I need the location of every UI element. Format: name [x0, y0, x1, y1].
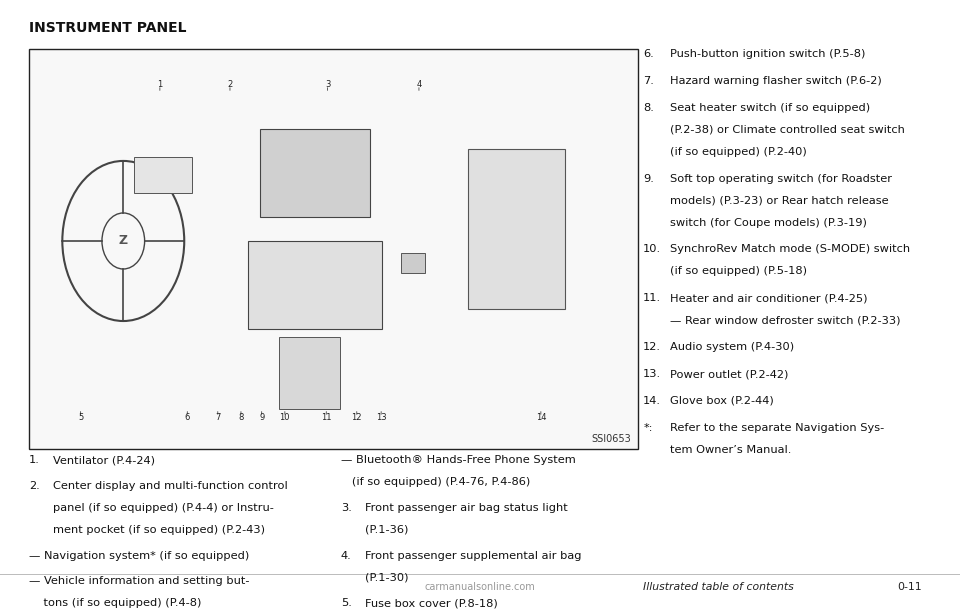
Text: 1.: 1. [29, 455, 39, 465]
Text: 12: 12 [351, 412, 362, 422]
Bar [134, 156, 192, 193]
Text: 10.: 10. [643, 244, 661, 254]
Text: ment pocket (if so equipped) (P.2-43): ment pocket (if so equipped) (P.2-43) [53, 525, 265, 535]
Text: 12.: 12. [643, 342, 661, 352]
Text: 11.: 11. [643, 293, 661, 303]
Text: 9: 9 [259, 412, 264, 422]
Text: (if so equipped) (P.5-18): (if so equipped) (P.5-18) [670, 266, 807, 276]
Text: Refer to the separate Navigation Sys-: Refer to the separate Navigation Sys- [670, 423, 884, 433]
Text: — Vehicle information and setting but-: — Vehicle information and setting but- [29, 576, 250, 586]
Text: Power outlet (P.2-42): Power outlet (P.2-42) [670, 369, 788, 379]
Text: 14.: 14. [643, 396, 661, 406]
Text: 3.: 3. [341, 503, 351, 513]
Text: — Rear window defroster switch (P.2-33): — Rear window defroster switch (P.2-33) [670, 315, 900, 325]
Text: 1: 1 [157, 81, 162, 89]
Text: Illustrated table of contents: Illustrated table of contents [643, 582, 794, 591]
Text: carmanualsonline.com: carmanualsonline.com [424, 582, 536, 591]
Text: 6.: 6. [643, 49, 654, 59]
Text: 2: 2 [228, 81, 232, 89]
Bar [468, 149, 565, 309]
Text: 5.: 5. [341, 598, 351, 608]
Text: Fuse box cover (P.8-18): Fuse box cover (P.8-18) [365, 598, 497, 608]
Text: 6: 6 [184, 412, 190, 422]
Text: 13: 13 [375, 412, 387, 422]
Text: panel (if so equipped) (P.4-4) or Instru-: panel (if so equipped) (P.4-4) or Instru… [53, 503, 274, 513]
Text: Z: Z [119, 235, 128, 247]
Text: (P.1-36): (P.1-36) [365, 525, 408, 535]
Text: Seat heater switch (if so equipped): Seat heater switch (if so equipped) [670, 103, 870, 112]
Text: Ventilator (P.4-24): Ventilator (P.4-24) [53, 455, 155, 465]
Text: 2.: 2. [29, 481, 39, 491]
Text: models) (P.3-23) or Rear hatch release: models) (P.3-23) or Rear hatch release [670, 196, 889, 205]
Text: Push-button ignition switch (P.5-8): Push-button ignition switch (P.5-8) [670, 49, 866, 59]
Text: (if so equipped) (P.2-40): (if so equipped) (P.2-40) [670, 147, 806, 156]
Text: 8: 8 [238, 412, 244, 422]
Text: — Navigation system* (if so equipped): — Navigation system* (if so equipped) [29, 551, 249, 560]
Text: INSTRUMENT PANEL: INSTRUMENT PANEL [29, 21, 186, 35]
Text: 11: 11 [321, 412, 331, 422]
Text: 8.: 8. [643, 103, 654, 112]
Text: (if so equipped) (P.4-76, P.4-86): (if so equipped) (P.4-76, P.4-86) [341, 477, 530, 487]
Text: SSI0653: SSI0653 [591, 434, 631, 444]
Text: 13.: 13. [643, 369, 661, 379]
Text: (P.2-38) or Climate controlled seat switch: (P.2-38) or Climate controlled seat swit… [670, 125, 905, 134]
Text: Audio system (P.4-30): Audio system (P.4-30) [670, 342, 794, 352]
Text: tem Owner’s Manual.: tem Owner’s Manual. [670, 445, 791, 455]
Text: 7: 7 [215, 412, 221, 422]
Text: — Bluetooth® Hands-Free Phone System: — Bluetooth® Hands-Free Phone System [341, 455, 576, 465]
Text: SynchroRev Match mode (S-MODE) switch: SynchroRev Match mode (S-MODE) switch [670, 244, 910, 254]
Text: switch (for Coupe models) (P.3-19): switch (for Coupe models) (P.3-19) [670, 218, 867, 227]
Text: 5: 5 [78, 412, 84, 422]
Text: (P.1-30): (P.1-30) [365, 573, 408, 582]
Bar [260, 129, 371, 217]
Bar [29, 49, 638, 449]
Text: Soft top operating switch (for Roadster: Soft top operating switch (for Roadster [670, 174, 892, 183]
Text: Heater and air conditioner (P.4-25): Heater and air conditioner (P.4-25) [670, 293, 868, 303]
Text: Glove box (P.2-44): Glove box (P.2-44) [670, 396, 774, 406]
Bar [400, 253, 425, 273]
Text: 4: 4 [417, 81, 421, 89]
Text: Front passenger supplemental air bag: Front passenger supplemental air bag [365, 551, 582, 560]
Text: Center display and multi-function control: Center display and multi-function contro… [53, 481, 288, 491]
Text: Hazard warning flasher switch (P.6-2): Hazard warning flasher switch (P.6-2) [670, 76, 882, 86]
Text: 4.: 4. [341, 551, 351, 560]
Text: *:: *: [643, 423, 653, 433]
Text: 7.: 7. [643, 76, 654, 86]
Text: 9.: 9. [643, 174, 654, 183]
Text: tons (if so equipped) (P.4-8): tons (if so equipped) (P.4-8) [29, 598, 202, 608]
Text: Front passenger air bag status light: Front passenger air bag status light [365, 503, 567, 513]
Text: 14: 14 [536, 412, 546, 422]
Bar [249, 241, 382, 329]
Text: 10: 10 [279, 412, 290, 422]
Bar [278, 337, 340, 409]
Text: 0-11: 0-11 [897, 582, 922, 591]
Text: 3: 3 [324, 81, 330, 89]
